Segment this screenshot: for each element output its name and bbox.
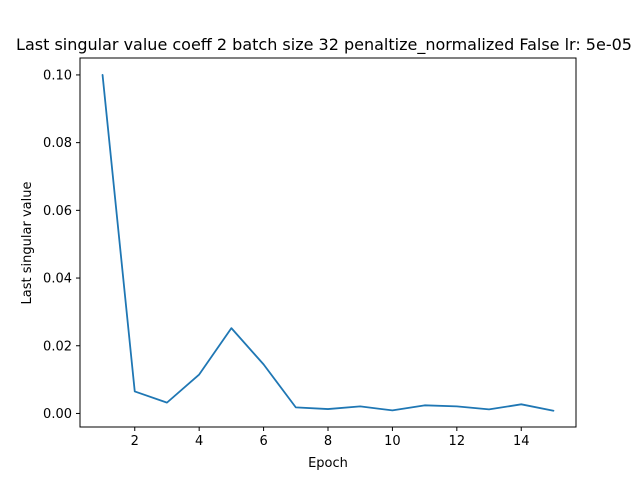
y-tick-label: 0.08 [43, 136, 72, 151]
y-tick-label: 0.10 [43, 68, 72, 83]
chart-title: Last singular value coeff 2 batch size 3… [16, 35, 632, 55]
x-tick-label: 14 [513, 434, 530, 449]
x-tick-label: 12 [449, 434, 466, 449]
y-tick-label: 0.04 [43, 272, 72, 287]
y-tick-label: 0.00 [43, 407, 72, 422]
x-tick-label: 8 [324, 434, 332, 449]
x-axis-label: Epoch [308, 456, 348, 471]
x-tick-label: 6 [259, 434, 267, 449]
y-axis-label: Last singular value [20, 182, 35, 305]
x-tick-label: 10 [384, 434, 401, 449]
y-tick-label: 0.06 [43, 204, 72, 219]
x-tick-label: 2 [131, 434, 139, 449]
x-tick-label: 4 [195, 434, 203, 449]
y-tick-label: 0.02 [43, 339, 72, 354]
